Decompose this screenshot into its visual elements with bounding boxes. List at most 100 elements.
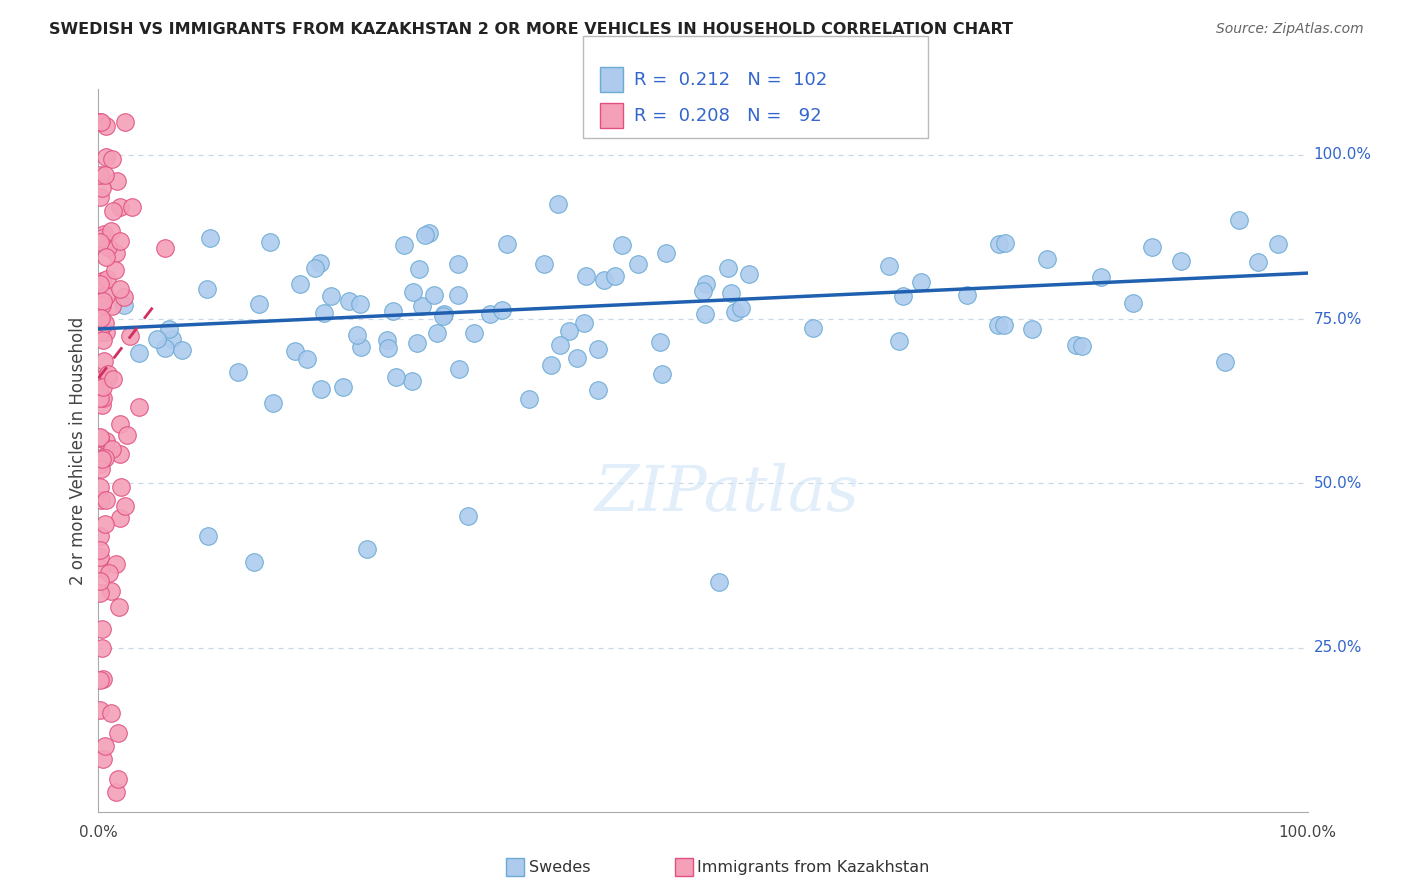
Point (987, 236, 1010, 251)
Point (695, 277, 717, 291)
Point (247, 296, 270, 310)
Point (533, 257, 555, 271)
Point (91, 672, 114, 686)
Point (157, 322, 180, 336)
Point (89, 190, 111, 204)
Point (1247, 254, 1270, 268)
Point (226, 365, 249, 379)
Point (433, 307, 456, 321)
Point (332, 379, 354, 393)
Text: 50.0%: 50.0% (1313, 475, 1362, 491)
Point (101, 372, 124, 386)
Point (413, 227, 436, 242)
Point (91, 752, 114, 766)
Point (548, 338, 571, 352)
Point (478, 307, 501, 321)
Point (93, 227, 115, 241)
Point (319, 289, 342, 303)
Point (110, 417, 132, 432)
Point (153, 241, 176, 255)
Point (423, 287, 446, 301)
Point (97, 240, 120, 254)
Point (297, 352, 319, 367)
Point (91, 379, 114, 393)
Y-axis label: 2 or more Vehicles in Household: 2 or more Vehicles in Household (69, 317, 87, 584)
Point (89, 277, 111, 292)
Point (558, 324, 581, 338)
Point (877, 259, 900, 273)
Point (114, 499, 136, 513)
Point (648, 334, 671, 349)
Point (262, 396, 284, 410)
Point (337, 293, 360, 308)
Point (94, 316, 117, 330)
Point (402, 285, 425, 299)
Point (709, 574, 731, 589)
Point (356, 541, 378, 556)
Point (284, 343, 307, 358)
Point (540, 358, 562, 372)
Point (375, 333, 398, 347)
Point (304, 260, 326, 275)
Point (94, 325, 117, 339)
Point (98, 566, 121, 580)
Point (89, 586, 111, 600)
Point (195, 282, 218, 296)
Point (994, 235, 1017, 250)
Point (405, 335, 427, 350)
Point (309, 256, 332, 270)
Point (91, 274, 114, 288)
Point (96, 288, 118, 302)
Point (170, 343, 193, 357)
Text: ZIPatlas: ZIPatlas (595, 463, 859, 524)
Point (90, 640, 112, 655)
Point (93, 293, 115, 308)
Point (1090, 270, 1112, 285)
Point (89, 371, 111, 385)
Point (89, 480, 111, 494)
Point (724, 305, 747, 319)
Point (101, 153, 124, 167)
Point (89, 703, 111, 717)
Point (89, 373, 111, 387)
Point (586, 342, 609, 356)
Point (592, 272, 614, 286)
Point (457, 509, 479, 524)
Point (94, 250, 117, 264)
Point (1064, 337, 1087, 351)
Point (96, 272, 118, 286)
Point (89, 379, 111, 393)
Point (118, 329, 141, 343)
Point (655, 245, 678, 260)
Text: 75.0%: 75.0% (1313, 311, 1362, 326)
Point (96, 434, 118, 448)
Text: Source: ZipAtlas.com: Source: ZipAtlas.com (1216, 22, 1364, 37)
Point (97, 371, 120, 385)
Point (627, 257, 650, 271)
Point (89, 542, 111, 557)
Point (447, 257, 470, 271)
Point (90, 181, 112, 195)
Point (89, 235, 111, 249)
Point (243, 555, 266, 569)
Point (312, 305, 335, 319)
Point (91, 451, 114, 466)
Point (91, 333, 114, 347)
Point (288, 277, 311, 291)
Point (309, 382, 332, 396)
Point (517, 392, 540, 406)
Point (108, 234, 131, 248)
Point (89, 325, 111, 339)
Point (90, 461, 112, 475)
Point (717, 260, 740, 275)
Point (1227, 213, 1250, 227)
Point (496, 237, 519, 252)
Point (121, 200, 143, 214)
Point (346, 328, 368, 343)
Point (91, 231, 114, 245)
Point (720, 285, 742, 300)
Text: R =  0.212   N =  102: R = 0.212 N = 102 (634, 70, 827, 89)
Point (94, 492, 117, 507)
Point (101, 203, 124, 218)
Point (93, 451, 115, 466)
